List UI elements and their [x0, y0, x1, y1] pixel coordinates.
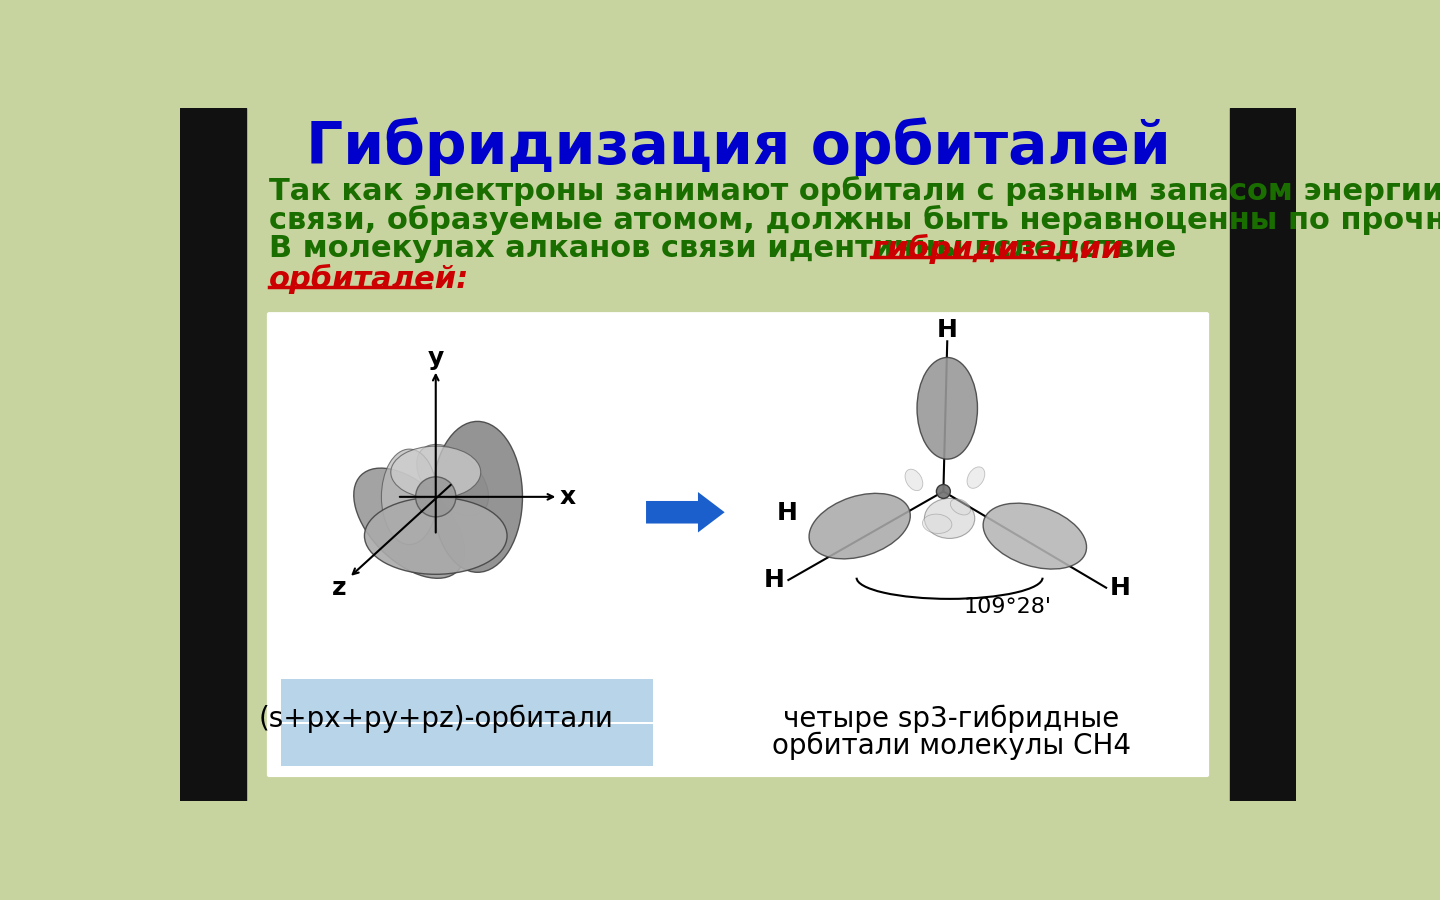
- Text: x: x: [559, 485, 576, 508]
- Text: z: z: [333, 576, 347, 599]
- Text: H: H: [1110, 576, 1130, 599]
- Ellipse shape: [984, 503, 1087, 569]
- Ellipse shape: [950, 499, 971, 515]
- Text: H: H: [937, 318, 958, 342]
- Ellipse shape: [390, 446, 481, 499]
- FancyArrow shape: [645, 490, 726, 535]
- Ellipse shape: [906, 469, 923, 491]
- Ellipse shape: [382, 449, 438, 544]
- Text: y: y: [428, 346, 444, 370]
- Bar: [281, 680, 652, 722]
- Ellipse shape: [416, 477, 456, 517]
- Ellipse shape: [364, 498, 507, 574]
- Text: Так как электроны занимают орбитали с разным запасом энергии,: Так как электроны занимают орбитали с ра…: [269, 176, 1440, 206]
- Ellipse shape: [809, 493, 910, 559]
- Ellipse shape: [968, 467, 985, 489]
- Ellipse shape: [923, 514, 952, 534]
- Text: 109°28': 109°28': [963, 597, 1051, 617]
- Text: четыре sp3-гибридные: четыре sp3-гибридные: [783, 705, 1119, 733]
- Text: Гибридизация орбиталей: Гибридизация орбиталей: [305, 117, 1171, 176]
- Text: гибридизации: гибридизации: [871, 234, 1123, 265]
- Bar: [281, 724, 652, 767]
- Text: H: H: [765, 568, 785, 592]
- Ellipse shape: [936, 484, 950, 499]
- Ellipse shape: [354, 468, 465, 579]
- Text: H: H: [776, 501, 798, 525]
- Text: орбиталей:: орбиталей:: [269, 264, 469, 293]
- Ellipse shape: [416, 445, 488, 516]
- Text: орбитали молекулы CH4: орбитали молекулы CH4: [772, 732, 1130, 760]
- Bar: [180, 108, 246, 801]
- Text: В молекулах алканов связи идентичны вследствие: В молекулах алканов связи идентичны всле…: [269, 234, 1187, 264]
- FancyBboxPatch shape: [268, 313, 1208, 777]
- Text: (s+px+py+pz)-орбитали: (s+px+py+pz)-орбитали: [258, 705, 613, 733]
- Ellipse shape: [924, 499, 975, 538]
- Ellipse shape: [917, 357, 978, 459]
- Ellipse shape: [432, 421, 523, 572]
- Text: связи, образуемые атомом, должны быть неравноценны по прочности.: связи, образуемые атомом, должны быть не…: [269, 205, 1440, 235]
- Bar: [1230, 108, 1296, 801]
